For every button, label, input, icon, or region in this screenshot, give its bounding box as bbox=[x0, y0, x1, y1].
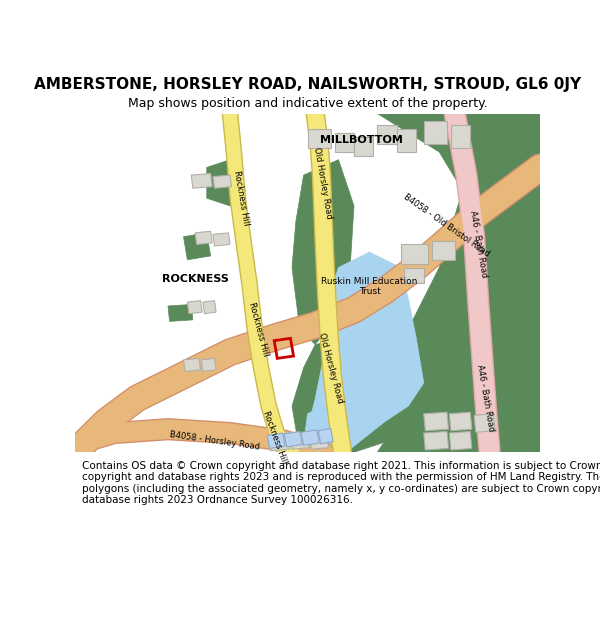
Polygon shape bbox=[451, 125, 470, 148]
Polygon shape bbox=[377, 125, 397, 144]
Polygon shape bbox=[195, 231, 212, 244]
Polygon shape bbox=[213, 233, 230, 246]
Polygon shape bbox=[401, 244, 428, 264]
Text: Contains OS data © Crown copyright and database right 2021. This information is : Contains OS data © Crown copyright and d… bbox=[82, 461, 600, 506]
Polygon shape bbox=[431, 241, 455, 260]
Polygon shape bbox=[207, 160, 245, 206]
Polygon shape bbox=[203, 301, 216, 314]
Text: Rockness Hill: Rockness Hill bbox=[261, 409, 289, 464]
Text: MILLBOTTOM: MILLBOTTOM bbox=[320, 136, 403, 146]
Polygon shape bbox=[308, 252, 424, 452]
Polygon shape bbox=[449, 431, 472, 450]
Polygon shape bbox=[319, 428, 333, 444]
Polygon shape bbox=[168, 304, 193, 321]
Polygon shape bbox=[310, 432, 328, 449]
Polygon shape bbox=[449, 412, 472, 431]
Polygon shape bbox=[397, 129, 416, 152]
Polygon shape bbox=[308, 129, 331, 148]
Text: Rockness Hill: Rockness Hill bbox=[247, 301, 270, 357]
Polygon shape bbox=[335, 132, 354, 152]
Polygon shape bbox=[187, 301, 202, 314]
Polygon shape bbox=[301, 430, 319, 446]
Polygon shape bbox=[213, 175, 232, 188]
Text: B4058 - Horsley Road: B4058 - Horsley Road bbox=[169, 430, 260, 451]
Polygon shape bbox=[424, 121, 447, 144]
Polygon shape bbox=[269, 434, 290, 451]
Text: Map shows position and indicative extent of the property.: Map shows position and indicative extent… bbox=[128, 98, 487, 111]
Polygon shape bbox=[184, 358, 200, 371]
Polygon shape bbox=[377, 114, 540, 452]
Polygon shape bbox=[292, 160, 354, 344]
Text: Rockness Hill: Rockness Hill bbox=[232, 170, 251, 226]
Polygon shape bbox=[290, 432, 309, 449]
Text: Ruskin Mill Education
Trust: Ruskin Mill Education Trust bbox=[322, 277, 418, 296]
Text: ROCKNESS: ROCKNESS bbox=[161, 274, 229, 284]
Text: B4058 - Old Bristol Road: B4058 - Old Bristol Road bbox=[402, 192, 492, 258]
Polygon shape bbox=[404, 268, 424, 283]
Polygon shape bbox=[191, 174, 212, 188]
Polygon shape bbox=[474, 414, 495, 432]
Polygon shape bbox=[354, 137, 373, 156]
Polygon shape bbox=[424, 431, 449, 450]
Polygon shape bbox=[424, 412, 449, 431]
Polygon shape bbox=[292, 329, 439, 452]
Text: A46 - Bath Road: A46 - Bath Road bbox=[467, 210, 488, 279]
Text: A46 - Bath Road: A46 - Bath Road bbox=[475, 364, 496, 432]
Polygon shape bbox=[267, 433, 285, 449]
Text: Old Horsley Road: Old Horsley Road bbox=[317, 331, 344, 404]
Polygon shape bbox=[184, 233, 211, 260]
Text: Old Horsley Road: Old Horsley Road bbox=[312, 146, 334, 219]
Text: AMBERSTONE, HORSLEY ROAD, NAILSWORTH, STROUD, GL6 0JY: AMBERSTONE, HORSLEY ROAD, NAILSWORTH, ST… bbox=[34, 77, 581, 92]
Polygon shape bbox=[304, 406, 338, 452]
Polygon shape bbox=[202, 358, 216, 371]
Polygon shape bbox=[284, 431, 302, 447]
